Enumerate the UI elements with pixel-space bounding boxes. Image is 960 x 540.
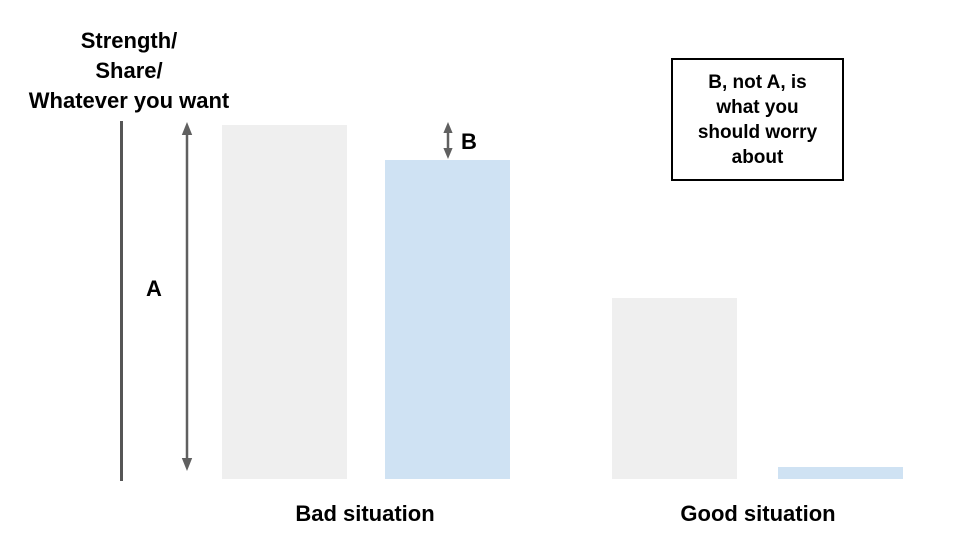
- bar-bad-situation-blue: [385, 160, 510, 479]
- bar-good-situation-blue: [778, 467, 903, 479]
- y-axis-line: [120, 121, 123, 481]
- y-axis-title: Strength/ Share/ Whatever you want: [28, 28, 230, 113]
- bar-good-situation-gray: [612, 298, 737, 479]
- callout-text: B, not A, is what you should worry about: [697, 71, 818, 168]
- callout-box: B, not A, is what you should worry about: [671, 58, 844, 181]
- b-gap-double-arrow-icon: [443, 122, 453, 159]
- bar-bad-situation-gray: [222, 125, 347, 479]
- a-label: A: [146, 276, 162, 301]
- b-label: B: [461, 129, 477, 154]
- category-label-bad-situation: Bad situation: [295, 501, 435, 526]
- category-label-good-situation: Good situation: [680, 501, 836, 526]
- a-range-double-arrow-icon: [181, 122, 193, 471]
